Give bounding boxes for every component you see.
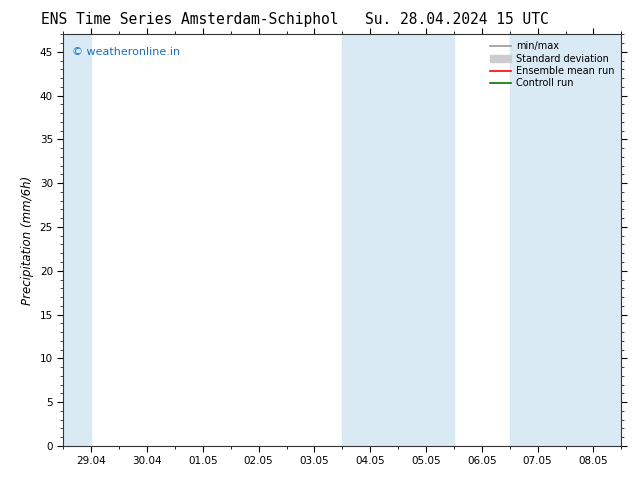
Bar (342, 34, 454, 446)
Legend: min/max, Standard deviation, Ensemble mean run, Controll run: min/max, Standard deviation, Ensemble me… (488, 39, 616, 90)
Text: Su. 28.04.2024 15 UTC: Su. 28.04.2024 15 UTC (365, 12, 548, 27)
Text: © weatheronline.in: © weatheronline.in (72, 47, 180, 57)
Text: ENS Time Series Amsterdam-Schiphol: ENS Time Series Amsterdam-Schiphol (41, 12, 339, 27)
Y-axis label: Precipitation (mm/6h): Precipitation (mm/6h) (21, 175, 34, 305)
Bar (510, 34, 621, 446)
Bar (63, 34, 91, 446)
